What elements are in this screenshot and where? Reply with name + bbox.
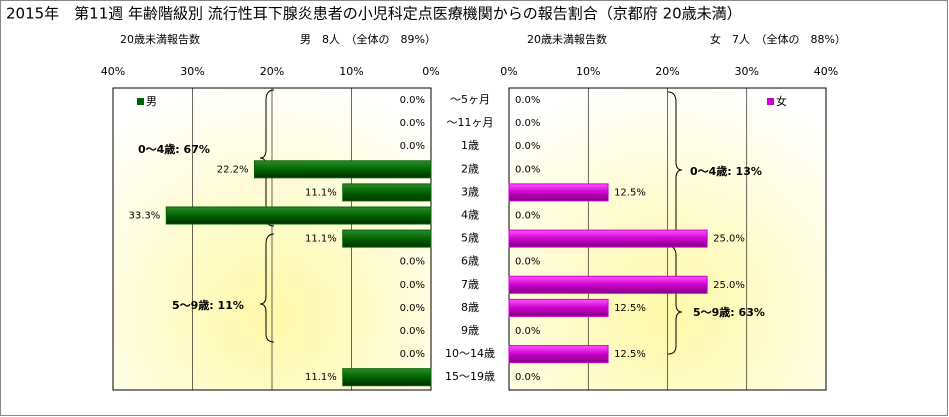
value-label: 0.0% — [400, 349, 425, 360]
annotation: 5～9歳: 63% — [693, 305, 765, 319]
value-label: 25.0% — [713, 280, 745, 291]
annotation: 5～9歳: 11% — [172, 298, 244, 312]
x-tick-label: 0% — [500, 65, 517, 78]
category-label: 2歳 — [461, 162, 479, 175]
category-label: ～11ヶ月 — [447, 116, 494, 129]
bar — [508, 275, 708, 294]
value-label: 25.0% — [713, 234, 745, 245]
header: 女 7人 （全体の 88%） — [710, 32, 846, 46]
subheader: 20歳未満報告数 — [120, 33, 200, 46]
x-tick-label: 20% — [260, 65, 284, 78]
category-label: ～5ヶ月 — [450, 93, 490, 106]
category-label: 15～19歳 — [445, 370, 495, 383]
x-tick-label: 10% — [576, 65, 600, 78]
category-label: 8歳 — [461, 301, 479, 314]
x-tick-label: 30% — [735, 65, 759, 78]
header: 男 8人 （全体の 89%） — [300, 32, 436, 46]
bar — [254, 160, 432, 179]
value-label: 0.0% — [515, 118, 540, 129]
value-label: 0.0% — [515, 372, 540, 383]
bar — [342, 229, 432, 248]
annotation: 0～4歳: 13% — [690, 164, 762, 178]
value-label: 0.0% — [515, 164, 540, 175]
value-label: 0.0% — [400, 118, 425, 129]
value-label: 0.0% — [400, 303, 425, 314]
category-label: 1歳 — [461, 139, 479, 152]
bar — [165, 206, 432, 225]
legend-label: 男 — [146, 95, 157, 108]
chart-title: 2015年 第11週 年齢階級別 流行性耳下腺炎患者の小児科定点医療機関からの報… — [6, 5, 742, 23]
x-tick-label: 40% — [814, 65, 838, 78]
category-label: 10～14歳 — [445, 347, 495, 360]
legend-swatch — [767, 98, 774, 105]
bar — [508, 345, 609, 364]
value-label: 0.0% — [400, 141, 425, 152]
value-label: 0.0% — [400, 95, 425, 106]
x-tick-label: 30% — [180, 65, 204, 78]
value-label: 12.5% — [614, 303, 646, 314]
value-label: 0.0% — [400, 326, 425, 337]
value-label: 0.0% — [400, 280, 425, 291]
category-label: 5歳 — [461, 232, 479, 245]
bar — [508, 298, 609, 317]
x-tick-label: 40% — [101, 65, 125, 78]
value-label: 0.0% — [515, 326, 540, 337]
value-label: 0.0% — [515, 95, 540, 106]
subheader: 20歳未満報告数 — [527, 33, 607, 46]
value-label: 0.0% — [400, 257, 425, 268]
x-tick-label: 20% — [655, 65, 679, 78]
value-label: 12.5% — [614, 349, 646, 360]
legend-label: 女 — [776, 94, 787, 108]
value-label: 22.2% — [217, 164, 249, 175]
category-label: 3歳 — [461, 185, 479, 198]
x-tick-label: 10% — [339, 65, 363, 78]
value-label: 33.3% — [128, 211, 160, 222]
value-label: 0.0% — [515, 141, 540, 152]
bar — [342, 183, 432, 202]
bar — [508, 183, 609, 202]
value-label: 11.1% — [305, 234, 337, 245]
value-label: 11.1% — [305, 372, 337, 383]
bar — [342, 368, 432, 387]
legend-swatch — [137, 98, 144, 105]
value-label: 0.0% — [515, 257, 540, 268]
x-tick-label: 0% — [422, 65, 439, 78]
bar — [508, 229, 708, 248]
value-label: 11.1% — [305, 187, 337, 198]
annotation: 0～4歳: 67% — [138, 142, 210, 156]
category-label: 6歳 — [461, 255, 479, 268]
category-label: 4歳 — [461, 209, 479, 222]
category-label: 7歳 — [461, 278, 479, 291]
category-label: 9歳 — [461, 324, 479, 337]
value-label: 12.5% — [614, 187, 646, 198]
value-label: 0.0% — [515, 211, 540, 222]
